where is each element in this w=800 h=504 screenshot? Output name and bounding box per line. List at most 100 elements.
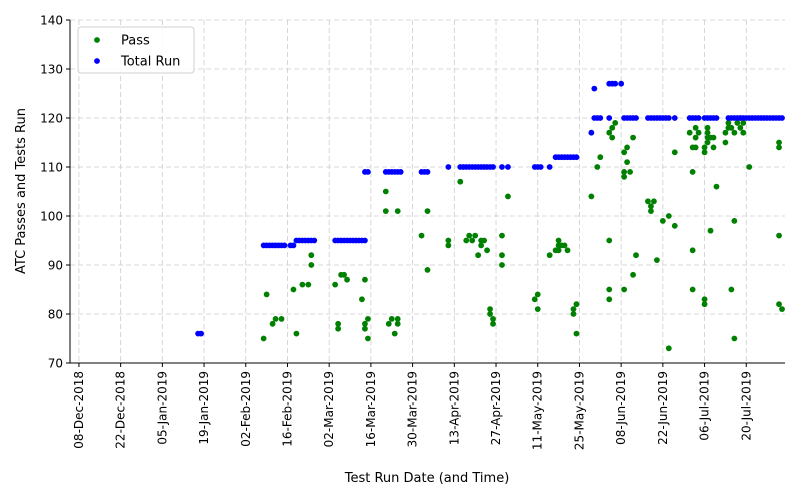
data-point: [665, 213, 672, 219]
data-point: [308, 252, 315, 259]
data-point: [499, 252, 505, 259]
data-point: [534, 291, 541, 298]
data-point: [746, 164, 753, 170]
data-point: [359, 296, 365, 303]
data-point: [424, 267, 431, 273]
data-point: [308, 262, 315, 268]
data-point: [269, 320, 276, 327]
data-point: [385, 320, 392, 327]
y-axis-ticks: 70 80 90 100 110 120 130 140: [40, 14, 70, 371]
data-point: [648, 203, 654, 210]
x-tick-label: 13-Apr-2019: [447, 371, 461, 445]
data-point: [290, 242, 297, 249]
legend-box: [77, 26, 195, 74]
data-point: [776, 139, 782, 146]
data-point: [466, 232, 473, 239]
data-point: [424, 169, 431, 175]
legend: Pass Total Run: [77, 26, 195, 74]
x-axis-ticks: 08-Dec-2018 22-Dec-2018 05-Jan-2019 19-Jan-…: [72, 363, 753, 450]
data-point: [555, 237, 562, 244]
data-point: [606, 296, 613, 303]
data-point: [779, 306, 785, 312]
data-point: [534, 306, 541, 312]
data-point: [740, 129, 747, 136]
data-point: [490, 320, 496, 327]
data-point: [499, 164, 505, 170]
data-point: [704, 124, 711, 131]
data-point: [627, 169, 633, 175]
y-tick-label: 130: [40, 63, 63, 77]
data-point: [388, 316, 395, 322]
data-point: [710, 134, 717, 141]
data-point: [695, 115, 702, 121]
data-point: [609, 134, 616, 141]
data-point: [531, 296, 538, 303]
data-point: [591, 85, 598, 92]
data-point: [645, 198, 651, 205]
x-tick-label: 27-Apr-2019: [489, 371, 503, 445]
y-tick-label: 80: [48, 308, 63, 322]
data-point: [505, 193, 511, 200]
data-point: [779, 115, 785, 121]
data-point: [653, 257, 660, 263]
x-tick-label: 22-Jun-2019: [656, 371, 670, 445]
data-point: [725, 120, 732, 126]
data-point: [704, 129, 711, 136]
data-point: [365, 335, 371, 342]
data-point: [561, 242, 568, 249]
data-point: [382, 208, 389, 215]
data-point: [630, 134, 636, 141]
data-point: [728, 286, 735, 293]
data-point: [424, 208, 431, 215]
data-point: [570, 311, 577, 317]
data-point: [397, 169, 404, 175]
data-point: [487, 306, 493, 312]
data-point: [737, 124, 744, 131]
data-point: [713, 183, 720, 190]
data-point: [472, 232, 479, 239]
data-point: [281, 242, 288, 249]
x-tick-label: 22-Dec-2018: [114, 371, 128, 449]
data-point: [594, 164, 601, 170]
legend-label: Total Run: [120, 55, 180, 70]
data-point: [731, 129, 738, 136]
data-point: [713, 115, 720, 121]
data-point: [701, 144, 708, 151]
data-point: [665, 345, 672, 352]
data-point: [692, 144, 699, 151]
data-point: [457, 178, 464, 185]
data-point: [362, 325, 368, 332]
x-tick-label: 02-Mar-2019: [322, 371, 336, 447]
data-point: [606, 237, 613, 244]
data-point: [499, 232, 505, 239]
legend-label: Pass: [121, 34, 150, 49]
data-point: [633, 252, 639, 259]
data-point: [659, 218, 666, 224]
data-point: [555, 247, 562, 254]
data-point: [621, 286, 628, 293]
x-tick-label: 30-Mar-2019: [406, 371, 420, 447]
data-point: [692, 134, 699, 141]
data-point: [686, 129, 693, 136]
data-point: [701, 149, 708, 156]
data-point: [606, 286, 613, 293]
data-point: [597, 154, 604, 161]
data-point: [671, 222, 678, 229]
data-point: [570, 306, 577, 312]
data-point: [776, 144, 782, 151]
data-point: [362, 320, 368, 327]
data-point: [776, 232, 782, 239]
data-point: [481, 237, 488, 244]
data-point: [606, 115, 613, 121]
data-point: [722, 139, 729, 146]
data-point: [484, 247, 490, 254]
data-point: [597, 115, 604, 121]
data-point: [299, 281, 306, 288]
x-tick-label: 05-Jan-2019: [155, 371, 169, 445]
data-point: [588, 193, 595, 200]
data-point: [695, 129, 702, 136]
y-tick-label: 140: [40, 14, 63, 28]
data-point: [740, 120, 747, 126]
data-point: [621, 149, 628, 156]
